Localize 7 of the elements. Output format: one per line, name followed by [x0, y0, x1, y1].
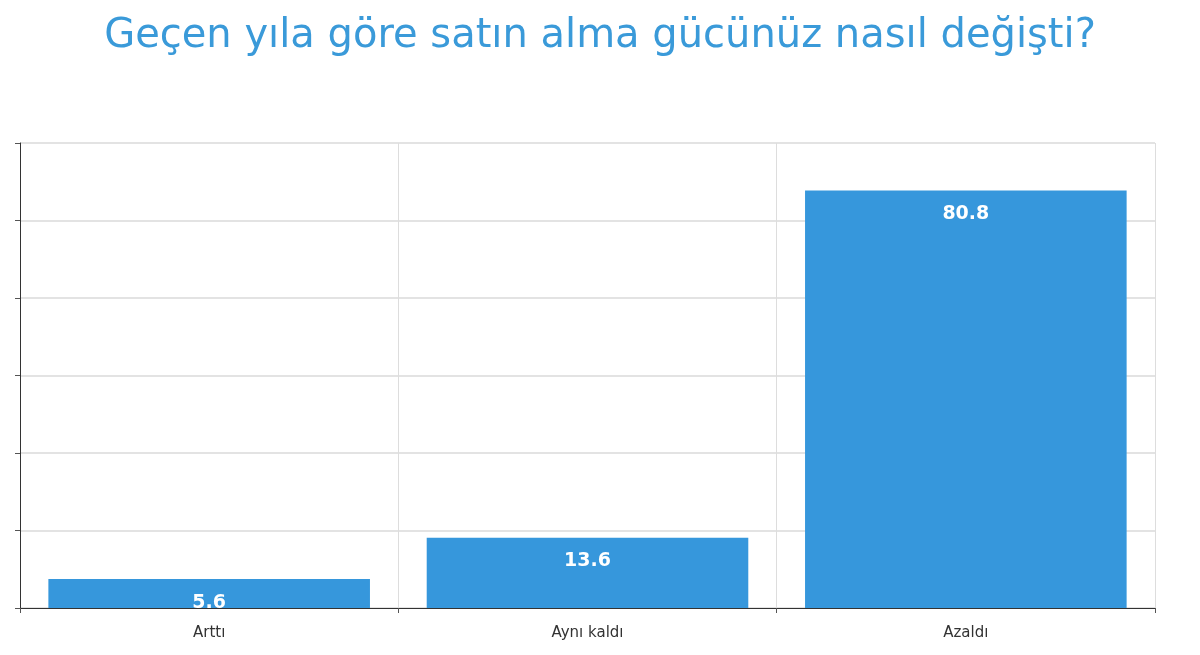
x-tick-label: Aynı kaldı — [551, 622, 624, 641]
x-tick-label: Arttı — [192, 622, 226, 641]
data-label: 5.6 — [192, 589, 226, 612]
chart-title: Geçen yıla göre satın alma gücünüz nasıl değişti? — [104, 10, 1096, 56]
x-tick-label: Azaldı — [943, 622, 989, 641]
data-label: 13.6 — [564, 548, 611, 571]
data-label: 80.8 — [942, 201, 990, 224]
